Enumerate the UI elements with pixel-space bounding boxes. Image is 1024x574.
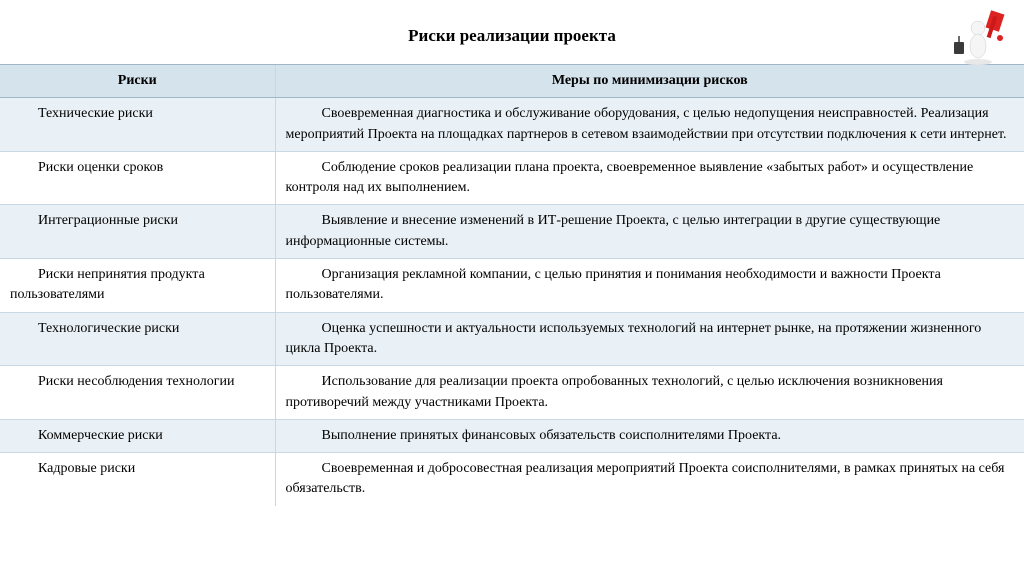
measure-cell: Своевременная диагностика и обслуживание… (275, 98, 1024, 152)
measure-text: Соблюдение сроков реализации плана проек… (286, 158, 1015, 199)
measure-cell: Соблюдение сроков реализации плана проек… (275, 151, 1024, 205)
risk-label: Риски непринятия продукта пользователями (10, 265, 265, 306)
decorative-corner-icon (950, 6, 1010, 66)
risk-cell: Технические риски (0, 98, 275, 152)
measure-cell: Организация рекламной компании, с целью … (275, 259, 1024, 313)
measure-text: Использование для реализации проекта опр… (286, 372, 1015, 413)
measure-text: Своевременная диагностика и обслуживание… (286, 104, 1015, 145)
measure-cell: Оценка успешности и актуальности использ… (275, 312, 1024, 366)
risk-cell: Коммерческие риски (0, 419, 275, 452)
measure-text: Оценка успешности и актуальности использ… (286, 319, 1015, 360)
table-header-row: Риски Меры по минимизации рисков (0, 65, 1024, 98)
measure-cell: Выполнение принятых финансовых обязатель… (275, 419, 1024, 452)
risk-label: Интеграционные риски (10, 211, 265, 231)
risk-cell: Риски несоблюдения технологии (0, 366, 275, 420)
table-row: Коммерческие риски Выполнение принятых фи… (0, 419, 1024, 452)
measure-text: Организация рекламной компании, с целью … (286, 265, 1015, 306)
table-row: Технологические риски Оценка успешности и… (0, 312, 1024, 366)
table-row: Риски непринятия продукта пользователями… (0, 259, 1024, 313)
page-title: Риски реализации проекта (0, 0, 1024, 64)
table-row: Технические риски Своевременная диагности… (0, 98, 1024, 152)
risk-label: Риски несоблюдения технологии (10, 372, 265, 392)
header-measures: Меры по минимизации рисков (275, 65, 1024, 98)
header-risks: Риски (0, 65, 275, 98)
table-row: Риски несоблюдения технологии Использован… (0, 366, 1024, 420)
risks-table: Риски Меры по минимизации рисков Техниче… (0, 64, 1024, 506)
measure-cell: Использование для реализации проекта опр… (275, 366, 1024, 420)
risk-cell: Кадровые риски (0, 453, 275, 506)
risk-label: Технические риски (10, 104, 265, 124)
table-row: Кадровые риски Своевременная и добросовес… (0, 453, 1024, 506)
measure-cell: Своевременная и добросовестная реализаци… (275, 453, 1024, 506)
measure-text: Выявление и внесение изменений в ИТ-реше… (286, 211, 1015, 252)
table-row: Риски оценки сроков Соблюдение сроков реа… (0, 151, 1024, 205)
risk-label: Риски оценки сроков (10, 158, 265, 178)
measure-text: Выполнение принятых финансовых обязатель… (286, 426, 1015, 446)
risk-cell: Технологические риски (0, 312, 275, 366)
risk-cell: Риски непринятия продукта пользователями (0, 259, 275, 313)
measure-text: Своевременная и добросовестная реализаци… (286, 459, 1015, 500)
table-row: Интеграционные риски Выявление и внесение… (0, 205, 1024, 259)
risk-cell: Интеграционные риски (0, 205, 275, 259)
risk-label: Коммерческие риски (10, 426, 265, 446)
risk-label: Кадровые риски (10, 459, 265, 479)
risk-label: Технологические риски (10, 319, 265, 339)
risk-cell: Риски оценки сроков (0, 151, 275, 205)
measure-cell: Выявление и внесение изменений в ИТ-реше… (275, 205, 1024, 259)
